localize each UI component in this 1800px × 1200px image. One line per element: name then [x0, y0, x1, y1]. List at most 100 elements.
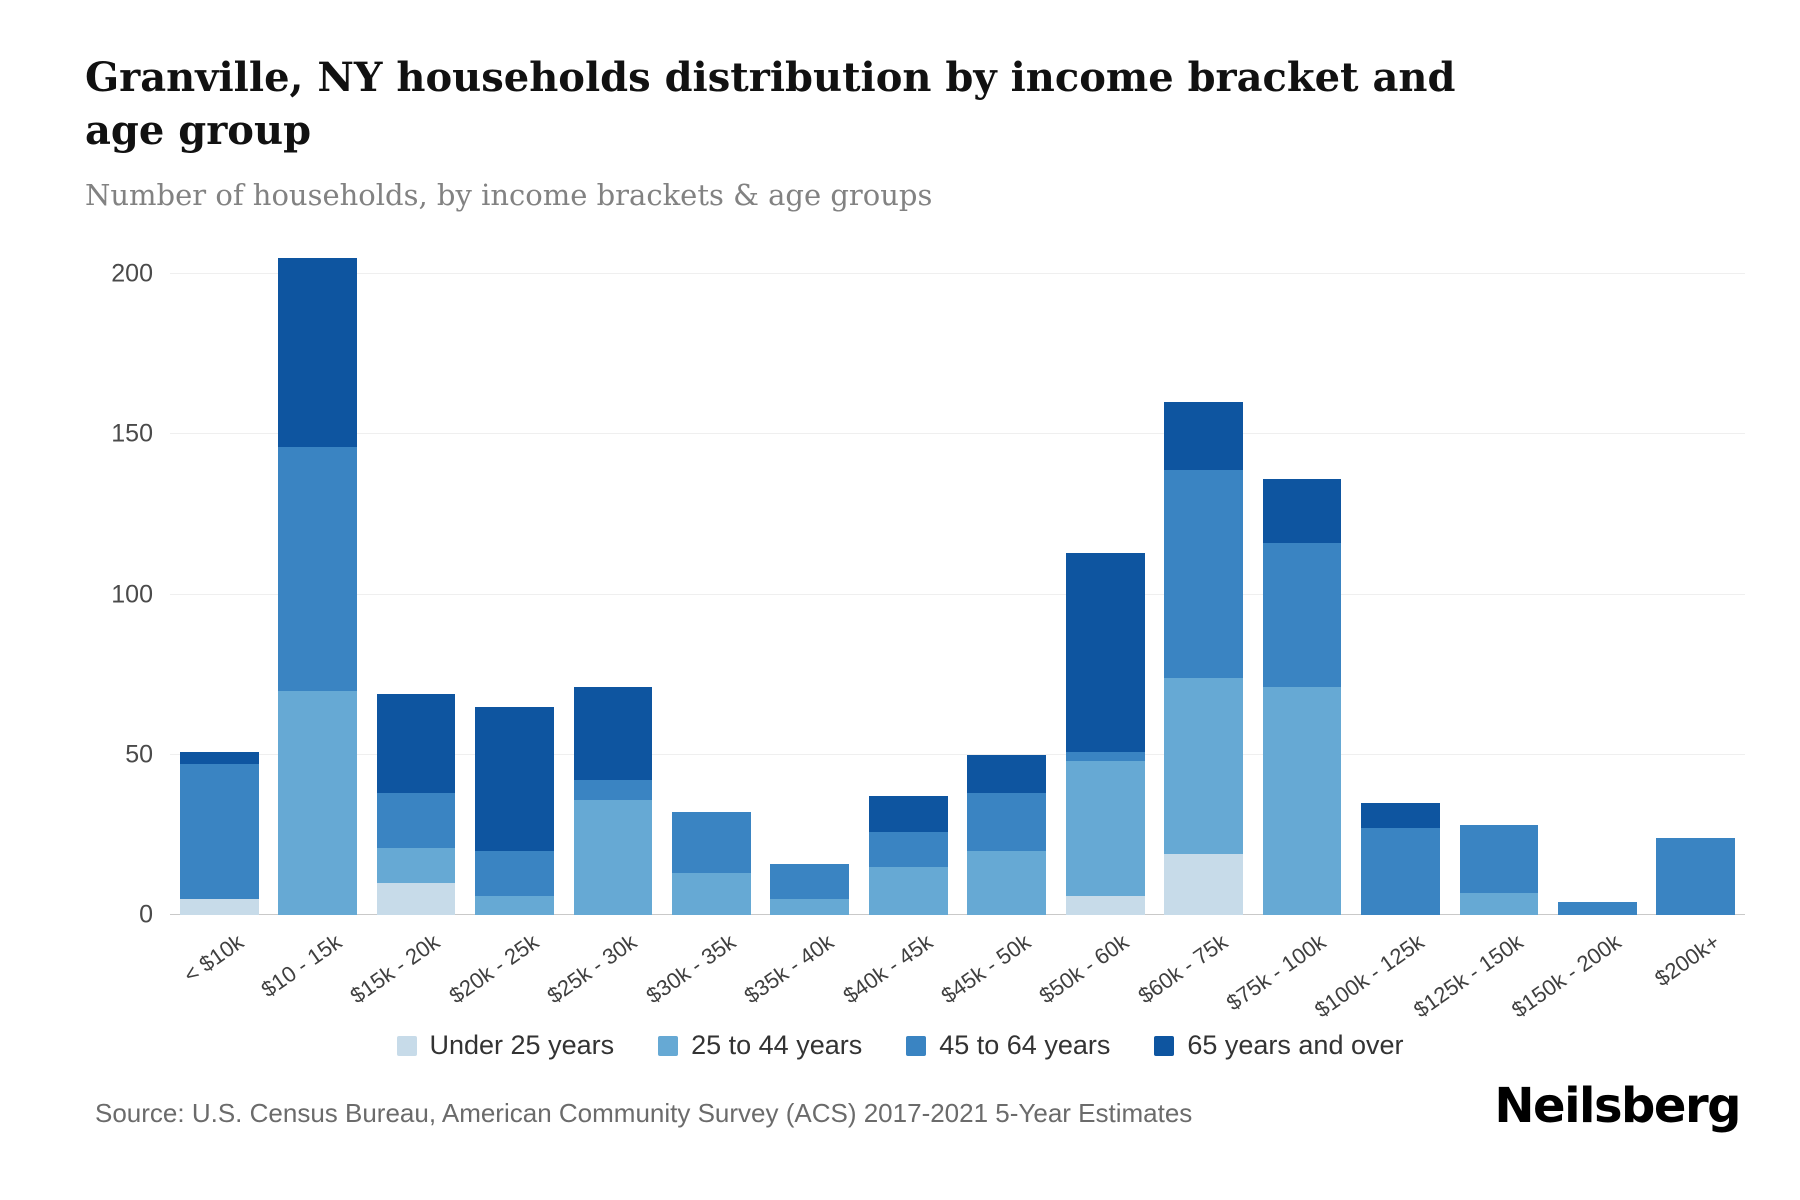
x-axis: < $10k $10 - 15k $15k - 20k $20k - 25k $25k …: [170, 915, 1745, 1022]
bar-slot: [1253, 258, 1351, 915]
bar-segment: [770, 863, 850, 899]
gridline: [170, 273, 1745, 275]
bar-slot: [1548, 258, 1646, 915]
y-tick-label: 0: [139, 900, 153, 929]
x-tick-label: < $10k: [178, 929, 248, 988]
x-tick-label: $200k+: [1650, 929, 1725, 992]
bar-slot: [662, 258, 760, 915]
legend-label: 25 to 44 years: [691, 1030, 863, 1060]
neilsberg-logo: Neilsberg: [1494, 1078, 1741, 1134]
bar-segment: [278, 447, 358, 691]
legend-swatch: [396, 1035, 417, 1056]
bar-slot: [268, 258, 366, 915]
bar-segment: [573, 780, 653, 800]
bar-segment: [1065, 895, 1145, 915]
x-tick-label: $10 - 15k: [256, 929, 346, 1003]
x-tick: $40k - 45k: [838, 915, 957, 1015]
bar-segment: [179, 751, 259, 765]
bar-slot: [1351, 258, 1449, 915]
bars: [170, 258, 1745, 915]
gridline: [170, 753, 1745, 755]
bar-segment: [868, 796, 948, 832]
legend-item: 25 to 44 years: [658, 1030, 862, 1061]
stacked-bar: [868, 258, 948, 915]
bar-slot: [761, 258, 859, 915]
bar-slot: [564, 258, 662, 915]
bar-segment: [1262, 687, 1342, 915]
legend: Under 25 years 25 to 44 years 45 to 64 yea…: [0, 1030, 1800, 1061]
bar-segment: [1361, 828, 1440, 915]
bar-segment: [868, 866, 948, 915]
bar-segment: [1656, 838, 1736, 915]
x-tick: $45k - 50k: [937, 915, 1056, 1015]
bar-segment: [179, 898, 259, 915]
bar-segment: [1361, 802, 1440, 829]
bar-segment: [376, 693, 456, 794]
stacked-bar: [1262, 258, 1342, 915]
x-tick: $35k - 40k: [740, 915, 859, 1015]
bar-segment: [770, 898, 850, 915]
bar-segment: [475, 895, 554, 915]
bar-segment: [1557, 902, 1637, 915]
x-tick: $150k - 200k: [1507, 915, 1646, 1022]
bar-segment: [868, 831, 948, 867]
bar-segment: [1262, 543, 1342, 688]
x-tick: $15k - 20k: [346, 915, 465, 1015]
stacked-bar: [1656, 258, 1736, 915]
y-tick-label: 200: [111, 259, 153, 288]
bar-slot: [958, 258, 1056, 915]
stacked-bar: [1459, 258, 1539, 915]
legend-swatch: [658, 1035, 679, 1056]
y-tick-label: 50: [125, 740, 153, 769]
chart: 0 50 100 150 200 < $10k $10 - 15k $15k - 20k $2…: [85, 258, 1745, 1022]
stacked-bar: [967, 258, 1047, 915]
bar-segment: [1262, 479, 1342, 544]
stacked-bar: [1557, 258, 1637, 915]
x-tick: $50k - 60k: [1035, 915, 1154, 1015]
gridline: [170, 433, 1745, 435]
bar-segment: [376, 847, 456, 883]
x-tick: $20k - 25k: [444, 915, 563, 1015]
bar-segment: [967, 850, 1047, 915]
bar-segment: [179, 764, 259, 899]
bar-segment: [967, 793, 1047, 851]
stacked-bar: [1164, 258, 1243, 915]
chart-subtitle: Number of households, by income brackets…: [85, 178, 933, 212]
bar-segment: [1459, 825, 1539, 893]
bar-segment: [475, 850, 554, 896]
stacked-bar: [376, 258, 456, 915]
stacked-bar: [1361, 258, 1440, 915]
stacked-bar: [179, 258, 259, 915]
source-note: Source: U.S. Census Bureau, American Com…: [95, 1098, 1193, 1128]
bar-segment: [573, 687, 653, 781]
legend-label: 45 to 64 years: [939, 1030, 1111, 1060]
y-axis: 0 50 100 150 200: [85, 258, 165, 929]
bar-segment: [1065, 761, 1145, 896]
bar-segment: [278, 258, 358, 448]
bar-segment: [1164, 469, 1243, 678]
stacked-bar: [573, 258, 653, 915]
legend-swatch: [906, 1035, 927, 1056]
bar-segment: [278, 690, 358, 915]
bar-slot: [1154, 258, 1252, 915]
gridline: [170, 593, 1745, 595]
plot-area: [170, 258, 1745, 915]
legend-item: 45 to 64 years: [906, 1030, 1110, 1061]
bar-slot: [859, 258, 957, 915]
bar-segment: [1164, 677, 1243, 855]
y-tick-label: 150: [111, 419, 153, 448]
bar-segment: [475, 706, 554, 851]
bar-segment: [376, 793, 456, 848]
bar-slot: [170, 258, 268, 915]
bar-slot: [367, 258, 465, 915]
bar-segment: [1065, 751, 1145, 762]
bar-segment: [1459, 892, 1539, 915]
x-axis-baseline: [170, 914, 1745, 915]
bar-segment: [573, 799, 653, 915]
stacked-bar: [1065, 258, 1145, 915]
chart-title: Granville, NY households distribution by…: [85, 54, 1456, 154]
y-tick-label: 100: [111, 580, 153, 609]
bar-segment: [1164, 854, 1243, 915]
bar-segment: [376, 882, 456, 915]
